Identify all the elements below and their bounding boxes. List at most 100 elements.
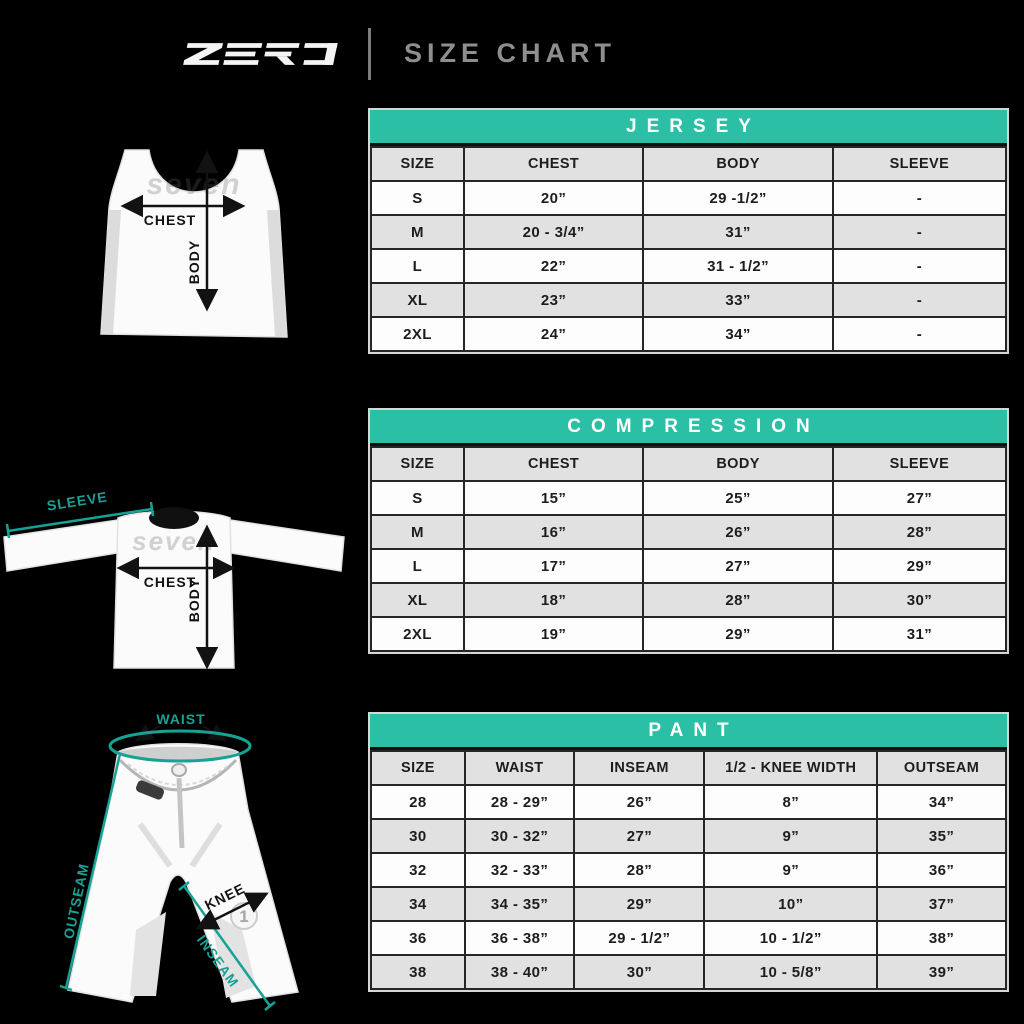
jersey-side-panel xyxy=(267,210,287,337)
table-cell: 39” xyxy=(876,954,1007,990)
table-cell: 30 xyxy=(370,818,466,854)
table-cell: 8” xyxy=(703,784,879,820)
table-cell: 27” xyxy=(642,548,834,584)
table-cell: - xyxy=(831,248,1008,284)
pant-diagram: 1 WAIST OUTSEAM INSEAM KNEE xyxy=(59,711,299,1011)
table-cell: 9” xyxy=(703,852,879,888)
seven-watermark: seven xyxy=(132,526,216,556)
table-cell: 31 - 1/2” xyxy=(642,248,834,284)
knee-measure-arrow xyxy=(195,892,269,930)
table-row: M 16” 26” 28” xyxy=(370,514,1008,550)
ratchet-buckle xyxy=(135,780,165,800)
column-header: INSEAM xyxy=(573,750,706,786)
table-cell: 28 - 29” xyxy=(463,784,576,820)
table-cell: 36 xyxy=(370,920,466,956)
table-cell: 29” xyxy=(573,886,706,922)
table-row: S 15” 25” 27” xyxy=(370,480,1008,516)
table-row: S 20” 29 -1/2” - xyxy=(370,180,1008,216)
table-cell: 34 xyxy=(370,886,466,922)
knee-panel xyxy=(130,912,166,996)
table-cell: 38” xyxy=(876,920,1007,956)
table-row: 2XL 19” 29” 31” xyxy=(370,616,1008,652)
table-cell: 36 - 38” xyxy=(463,920,576,956)
pant-table: PANT SIZE WAIST INSEAM 1/2 - KNEE WIDTH OUTS… xyxy=(368,712,1009,992)
table-cell: 33” xyxy=(642,282,834,318)
table-row: L 17” 27” 29” xyxy=(370,548,1008,584)
waist-measure-ellipse xyxy=(108,729,252,763)
table-row: 30 30 - 32” 27” 9” 35” xyxy=(370,818,1007,854)
table-cell: 30 - 32” xyxy=(463,818,576,854)
table-cell: 29 -1/2” xyxy=(642,180,834,216)
column-header: BODY xyxy=(642,446,834,482)
body-label: BODY xyxy=(186,240,202,284)
table-cell: 27” xyxy=(573,818,706,854)
table-cell: 17” xyxy=(462,548,645,584)
sleeve-end-tick xyxy=(5,523,11,539)
sleeve-label: SLEEVE xyxy=(46,488,109,513)
column-header: SIZE xyxy=(370,446,465,482)
table-header-row: SIZE CHEST BODY SLEEVE xyxy=(370,146,1008,182)
column-header: CHEST xyxy=(462,146,645,182)
table-cell: 19” xyxy=(462,616,645,652)
zero-logo-text: ZERO xyxy=(0,0,1,1)
table-cell: 9” xyxy=(703,818,879,854)
table-cell: 24” xyxy=(462,316,645,352)
seven-badge-number: 1 xyxy=(239,907,248,926)
table-cell: 2XL xyxy=(370,616,465,652)
zero-logo xyxy=(183,43,338,65)
table-title: COMPRESSION xyxy=(370,410,1007,446)
table-cell: 35” xyxy=(876,818,1007,854)
table-cell: 29” xyxy=(831,548,1008,584)
compression-table: COMPRESSION SIZE CHEST BODY SLEEVE S 15” 25” 27… xyxy=(368,408,1009,654)
table-row: L 22” 31 - 1/2” - xyxy=(370,248,1008,284)
table-cell: - xyxy=(831,180,1008,216)
table-cell: 25” xyxy=(642,480,834,516)
table-cell: 32 xyxy=(370,852,466,888)
table-cell: 22” xyxy=(462,248,645,284)
table-cell: M xyxy=(370,514,465,550)
table-cell: 32 - 33” xyxy=(463,852,576,888)
table-cell: S xyxy=(370,480,465,516)
table-cell: 34 - 35” xyxy=(463,886,576,922)
waist-button xyxy=(171,763,187,777)
table-cell: 36” xyxy=(876,852,1007,888)
header-divider xyxy=(368,28,371,80)
table-cell: XL xyxy=(370,282,465,318)
table-cell: 34” xyxy=(876,784,1007,820)
table-cell: 20 - 3/4” xyxy=(462,214,645,250)
table-cell: 10 - 5/8” xyxy=(703,954,879,990)
table-row: 32 32 - 33” 28” 9” 36” xyxy=(370,852,1007,888)
sleeve-measure-line xyxy=(7,507,153,533)
page-title: SIZE CHART xyxy=(404,38,616,68)
column-header: CHEST xyxy=(462,446,645,482)
table-cell: 20” xyxy=(462,180,645,216)
column-header: SIZE xyxy=(370,146,465,182)
column-header: OUTSEAM xyxy=(876,750,1007,786)
table-cell: 2XL xyxy=(370,316,465,352)
table-cell: 29 - 1/2” xyxy=(573,920,706,956)
jersey-table: JERSEY SIZE CHEST BODY SLEEVE S 20” 29 -1/2” - M… xyxy=(368,108,1009,354)
table-cell: - xyxy=(831,282,1008,318)
table-row: M 20 - 3/4” 31” - xyxy=(370,214,1008,250)
table-header-row: SIZE CHEST BODY SLEEVE xyxy=(370,446,1008,482)
inseam-end-tick xyxy=(264,1001,276,1011)
outseam-measure-line xyxy=(64,753,122,989)
table-cell: 37” xyxy=(876,886,1007,922)
waist-label: WAIST xyxy=(156,711,205,727)
crease-line xyxy=(189,822,223,868)
table-cell: - xyxy=(831,214,1008,250)
sleeve-end-tick xyxy=(149,501,155,517)
neck-opening xyxy=(149,507,199,529)
jersey-diagram: seven CHEST BODY xyxy=(100,149,288,338)
table-row: XL 23” 33” - xyxy=(370,282,1008,318)
table-cell: - xyxy=(831,316,1008,352)
table-cell: M xyxy=(370,214,465,250)
inseam-end-tick xyxy=(178,881,190,891)
column-header: SIZE xyxy=(370,750,466,786)
table-title: PANT xyxy=(370,714,1007,750)
column-header: SLEEVE xyxy=(831,446,1008,482)
table-cell: 38 - 40” xyxy=(463,954,576,990)
table-row: 38 38 - 40” 30” 10 - 5/8” 39” xyxy=(370,954,1007,990)
table-cell: 16” xyxy=(462,514,645,550)
